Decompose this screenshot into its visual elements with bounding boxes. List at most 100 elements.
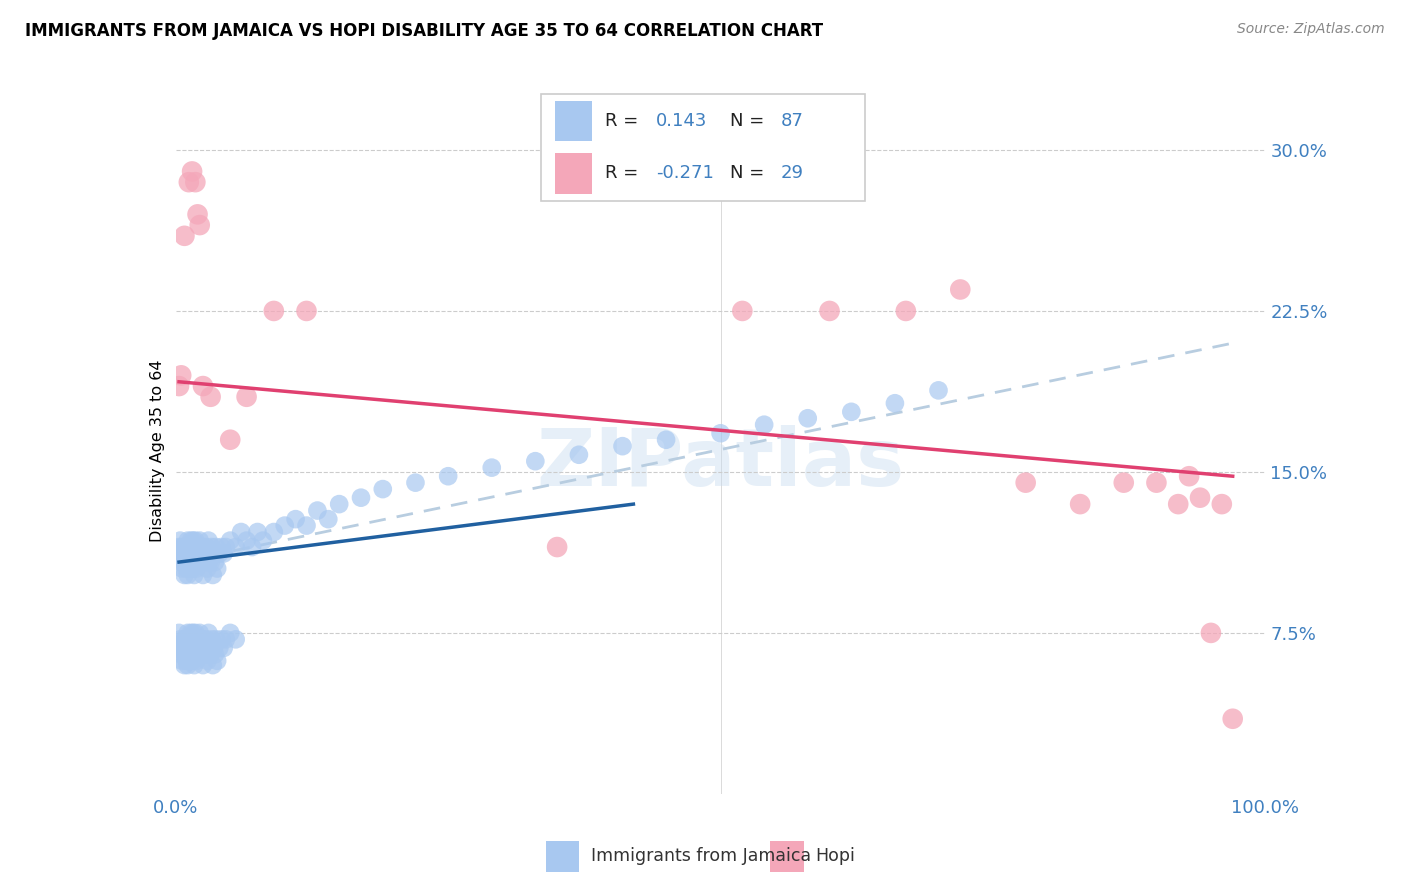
Point xyxy=(295,518,318,533)
Text: IMMIGRANTS FROM JAMAICA VS HOPI DISABILITY AGE 35 TO 64 CORRELATION CHART: IMMIGRANTS FROM JAMAICA VS HOPI DISABILI… xyxy=(25,22,824,40)
Point xyxy=(172,555,194,569)
Point xyxy=(177,175,200,189)
Point xyxy=(173,568,195,582)
Point xyxy=(263,524,285,539)
Point xyxy=(205,561,228,575)
Point xyxy=(186,640,208,655)
Point xyxy=(167,540,190,554)
Point xyxy=(177,555,200,569)
Point xyxy=(215,632,238,647)
Point xyxy=(177,640,200,655)
Point xyxy=(170,640,193,655)
Point xyxy=(1015,475,1038,490)
Point xyxy=(167,379,190,393)
Point xyxy=(186,561,208,575)
Text: -0.271: -0.271 xyxy=(655,164,714,182)
Point xyxy=(208,640,231,655)
Point xyxy=(350,491,373,505)
Point xyxy=(181,640,204,655)
Text: ZIPatlas: ZIPatlas xyxy=(537,425,904,503)
Text: Immigrants from Jamaica: Immigrants from Jamaica xyxy=(591,847,811,865)
Point xyxy=(191,555,214,569)
Point xyxy=(174,546,197,561)
Point xyxy=(170,648,193,662)
Point xyxy=(180,648,202,662)
Point xyxy=(172,654,194,668)
Point xyxy=(194,640,217,655)
Point xyxy=(894,304,917,318)
Point xyxy=(568,448,591,462)
Point xyxy=(219,626,242,640)
Point xyxy=(181,546,204,561)
Point xyxy=(177,533,200,548)
Point xyxy=(183,568,205,582)
Point xyxy=(184,555,207,569)
Point xyxy=(176,632,198,647)
Point xyxy=(181,533,204,548)
Point xyxy=(274,518,297,533)
Point xyxy=(202,640,225,655)
Point xyxy=(205,654,228,668)
Point xyxy=(212,640,235,655)
Point xyxy=(169,533,191,548)
Point xyxy=(796,411,818,425)
Point xyxy=(174,555,197,569)
Point xyxy=(219,433,242,447)
Point xyxy=(197,533,219,548)
Point xyxy=(208,546,231,561)
Point xyxy=(197,555,219,569)
Point xyxy=(181,561,204,575)
Point xyxy=(191,658,214,673)
Point xyxy=(186,654,208,668)
Point xyxy=(197,648,219,662)
Point xyxy=(181,164,204,178)
FancyBboxPatch shape xyxy=(770,840,804,872)
Point xyxy=(212,546,235,561)
Point xyxy=(186,632,209,647)
Point xyxy=(177,658,200,673)
Point xyxy=(170,555,193,569)
Point xyxy=(172,546,194,561)
Point xyxy=(193,555,215,569)
Point xyxy=(201,658,224,673)
Point xyxy=(173,540,195,554)
Point xyxy=(177,648,200,662)
FancyBboxPatch shape xyxy=(554,101,592,141)
Point xyxy=(190,540,212,554)
Point xyxy=(318,512,340,526)
Point xyxy=(1199,626,1222,640)
Point xyxy=(928,384,950,398)
Point xyxy=(235,390,257,404)
Point xyxy=(201,540,224,554)
Point xyxy=(174,648,197,662)
Point xyxy=(176,540,198,554)
Point xyxy=(225,540,247,554)
Point xyxy=(205,632,228,647)
Point xyxy=(195,632,218,647)
Point xyxy=(524,454,547,468)
Point xyxy=(481,460,503,475)
Point xyxy=(188,218,211,232)
Point xyxy=(179,632,201,647)
Point xyxy=(187,640,209,655)
Point xyxy=(612,439,634,453)
Point xyxy=(231,524,253,539)
Point xyxy=(180,533,202,548)
Point xyxy=(191,648,214,662)
Point xyxy=(201,632,224,647)
Point xyxy=(186,555,209,569)
Point xyxy=(1144,475,1167,490)
Point xyxy=(181,654,204,668)
Text: R =: R = xyxy=(605,164,638,182)
Point xyxy=(235,533,257,548)
Point xyxy=(194,546,217,561)
Y-axis label: Disability Age 35 to 64: Disability Age 35 to 64 xyxy=(149,359,165,541)
Point xyxy=(205,540,228,554)
Point xyxy=(169,632,191,647)
Point xyxy=(546,540,568,554)
Point xyxy=(193,648,215,662)
Point xyxy=(1211,497,1233,511)
Point xyxy=(186,540,209,554)
Point xyxy=(186,207,209,221)
Point xyxy=(405,475,427,490)
